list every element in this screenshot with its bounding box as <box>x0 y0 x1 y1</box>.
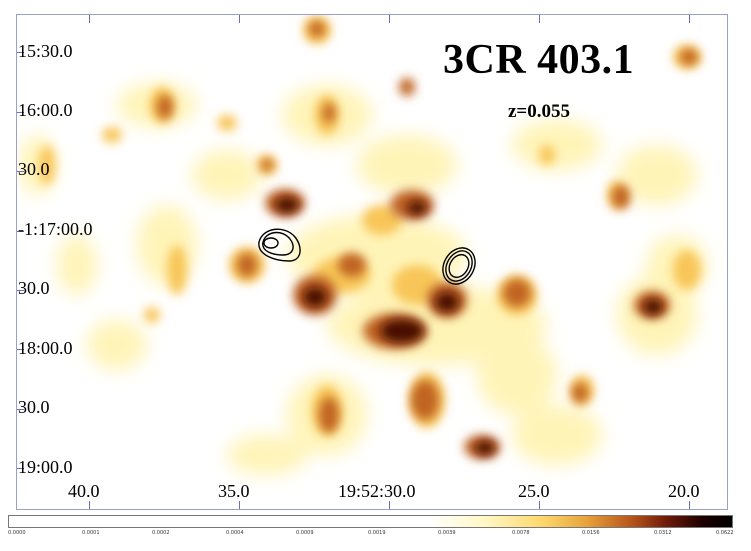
y-axis-label-5: 30.0 <box>18 278 50 298</box>
colorbar-label-8: 0.0078 <box>512 530 530 536</box>
colorbar-label-4: 0.0004 <box>226 530 244 536</box>
x-axis-label-3: 19:52:30.0 <box>338 481 416 501</box>
x-axis-label-1: 40.0 <box>68 481 100 501</box>
xray-image-frame <box>16 14 728 510</box>
x-axis-label-4: 25.0 <box>518 481 550 501</box>
colorbar-label-11: 0.0622 <box>716 530 734 536</box>
colorbar-label-3: 0.0002 <box>152 530 170 536</box>
xray-emission-map <box>19 16 707 475</box>
colorbar <box>8 515 733 528</box>
y-axis-label-1: 15:30.0 <box>18 41 73 61</box>
colorbar-label-10: 0.0312 <box>654 530 672 536</box>
colorbar-label-7: 0.0039 <box>438 530 456 536</box>
colorbar-label-1: 0.0000 <box>8 530 26 536</box>
colorbar-label-2: 0.0001 <box>82 530 100 536</box>
y-axis-label-7: 30.0 <box>18 397 50 417</box>
source-title: 3CR 403.1 <box>443 37 635 83</box>
y-axis-label-3: 30.0 <box>18 159 50 179</box>
colorbar-label-6: 0.0019 <box>368 530 386 536</box>
y-axis-label-4: -1:17:00.0 <box>18 219 93 239</box>
redshift-label: z=0.055 <box>508 101 571 122</box>
x-axis-label-2: 35.0 <box>218 481 250 501</box>
y-axis-label-2: 16:00.0 <box>18 100 73 120</box>
y-axis-label-8: 19:00.0 <box>18 457 73 477</box>
colorbar-label-9: 0.0156 <box>582 530 600 536</box>
y-axis-label-6: 18:00.0 <box>18 338 73 358</box>
colorbar-label-5: 0.0009 <box>296 530 314 536</box>
radio-contours <box>258 228 476 285</box>
x-axis-label-5: 20.0 <box>668 481 700 501</box>
